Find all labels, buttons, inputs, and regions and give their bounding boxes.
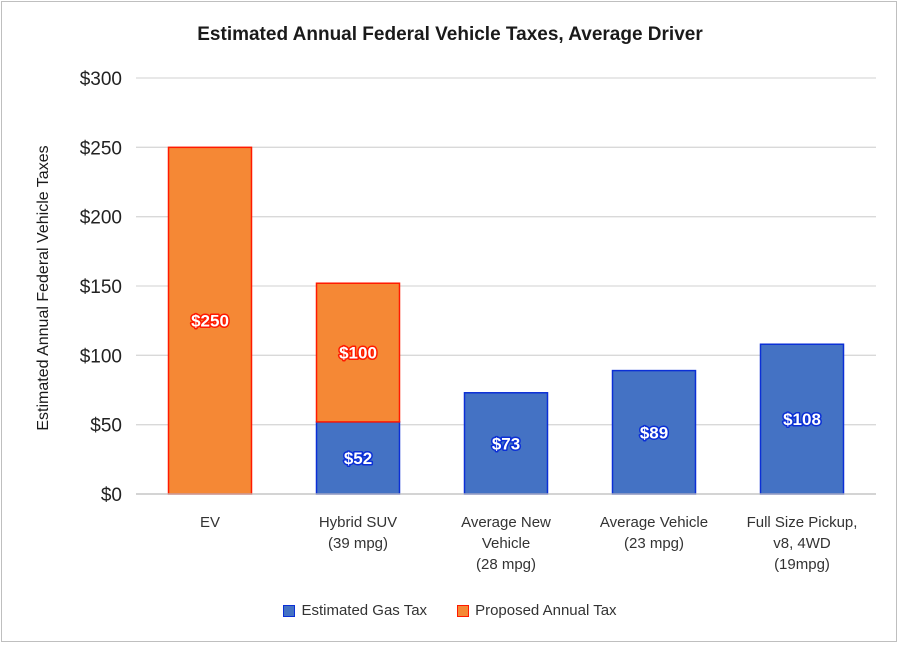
legend-label: Proposed Annual Tax [475,602,617,619]
x-tick-label: Average Vehicle [600,514,708,531]
y-tick-label: $200 [80,208,122,229]
legend-item-gas-tax: Estimated Gas Tax [283,602,427,619]
data-label: $73 [492,434,520,453]
x-tick-label: (28 mpg) [476,556,536,573]
x-tick-label: Hybrid SUV [319,514,397,531]
x-tick-label: (19mpg) [774,556,830,573]
legend-swatch-gas-tax [283,604,296,617]
bar-gas-tax [463,392,549,495]
x-tick-label: EV [200,514,220,531]
x-tick-label: (39 mpg) [328,535,388,552]
data-label: $89 [640,423,668,442]
x-tick-label: Vehicle [482,535,530,552]
data-label-outline: $100 [339,344,377,363]
x-tick-label: Average New [461,514,551,531]
y-tick-label: $50 [90,416,122,437]
data-label-outline: $108 [783,410,821,429]
legend-swatch-proposed-tax [457,604,470,617]
y-tick-label: $150 [80,277,122,298]
data-label: $100 [339,344,377,363]
bar-proposed-tax [167,146,253,495]
y-tick-label: $0 [101,485,122,506]
bar-gas-tax [611,369,697,495]
bar-proposed-tax [315,282,401,423]
x-tick-label: (23 mpg) [624,535,684,552]
data-label-outline: $52 [344,449,372,468]
data-label-outline: $89 [640,423,668,442]
chart-title: Estimated Annual Federal Vehicle Taxes, … [197,24,703,45]
y-tick-label: $300 [80,69,122,90]
data-label: $52 [344,449,372,468]
data-label-outline: $250 [191,312,229,331]
y-tick-label: $250 [80,138,122,159]
legend-item-proposed-tax: Proposed Annual Tax [457,602,617,619]
data-label-outline: $73 [492,434,520,453]
y-tick-label: $100 [80,346,122,367]
legend-label: Estimated Gas Tax [301,602,428,619]
data-label: $250 [191,312,229,331]
x-tick-label: Full Size Pickup, [747,514,858,531]
bar-gas-tax [759,343,845,495]
x-tick-label: v8, 4WD [773,535,831,552]
legend: Estimated Gas Tax Proposed Annual Tax [0,602,900,619]
data-label: $108 [783,410,821,429]
